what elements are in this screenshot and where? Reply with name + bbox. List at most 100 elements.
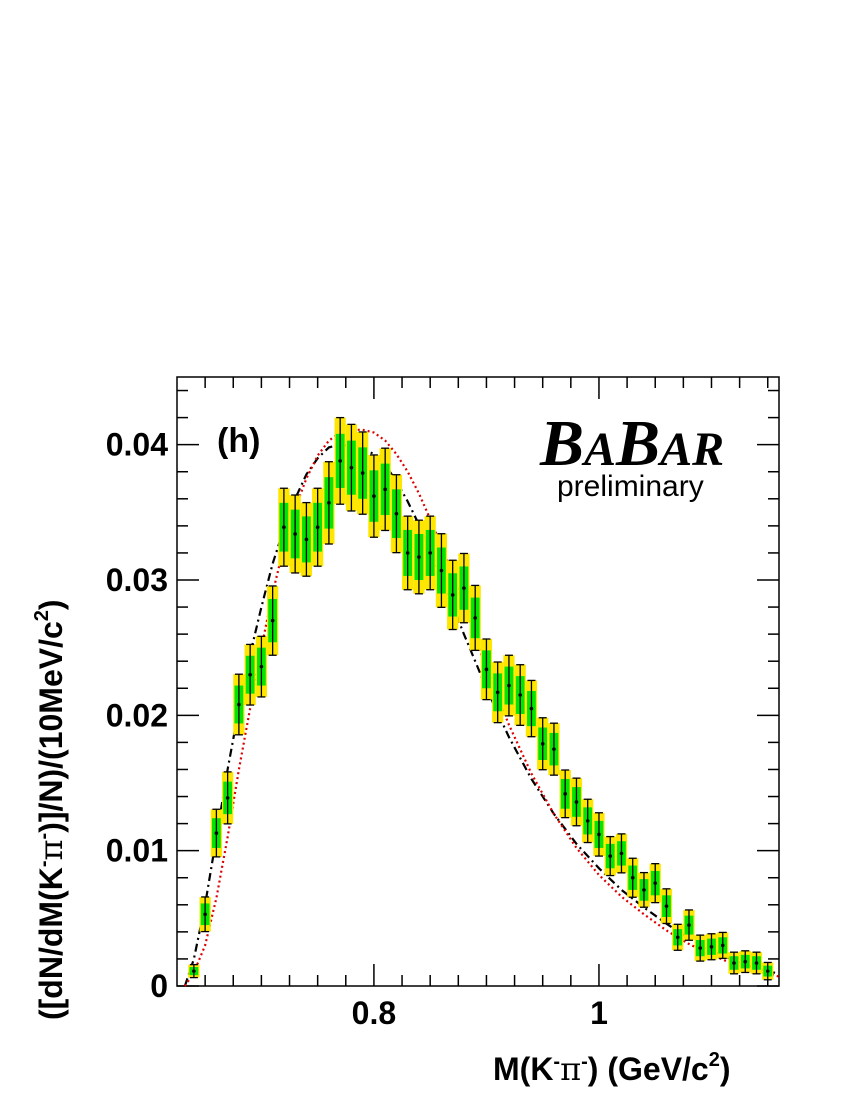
data-point bbox=[402, 515, 414, 591]
data-point bbox=[267, 585, 279, 656]
data-marker bbox=[642, 888, 646, 892]
data-marker bbox=[203, 912, 207, 917]
plot-frame bbox=[176, 376, 780, 987]
data-marker bbox=[563, 792, 568, 796]
y-tick-label: 0.02 bbox=[106, 697, 168, 733]
data-marker bbox=[237, 702, 241, 707]
data-point bbox=[210, 808, 223, 858]
x-axis-title: M(K-π-) (GeV/c2) bbox=[493, 1049, 731, 1088]
data-point bbox=[705, 933, 718, 961]
data-point bbox=[627, 857, 639, 898]
data-marker bbox=[315, 525, 320, 530]
data-marker bbox=[732, 961, 736, 965]
data-point bbox=[312, 487, 324, 567]
babar-logo: BABAR preliminary bbox=[539, 407, 724, 503]
data-point bbox=[694, 934, 706, 962]
data-marker bbox=[439, 568, 444, 573]
y-tick-label: 0.04 bbox=[106, 427, 168, 463]
data-point bbox=[672, 923, 684, 951]
data-point bbox=[435, 533, 448, 608]
data-marker bbox=[507, 683, 511, 688]
model-curve-dashdot bbox=[183, 443, 780, 987]
data-point bbox=[548, 722, 560, 776]
data-point bbox=[537, 717, 549, 771]
data-marker bbox=[417, 555, 421, 559]
data-point bbox=[244, 643, 256, 706]
data-point bbox=[469, 584, 481, 652]
data-marker bbox=[248, 672, 252, 677]
data-marker bbox=[743, 959, 748, 964]
data-marker bbox=[585, 819, 590, 823]
data-point bbox=[660, 888, 673, 925]
data-point bbox=[379, 447, 391, 532]
data-point bbox=[728, 951, 740, 975]
data-point bbox=[334, 416, 346, 505]
data-marker bbox=[304, 537, 309, 542]
data-point bbox=[188, 963, 200, 979]
y-tick-label: 0.01 bbox=[106, 833, 168, 869]
data-marker bbox=[518, 693, 522, 697]
data-point bbox=[368, 454, 380, 538]
data-marker bbox=[552, 747, 556, 751]
x-tick-label: 0.8 bbox=[352, 995, 396, 1031]
data-marker bbox=[383, 487, 387, 492]
data-marker bbox=[214, 831, 219, 835]
data-point bbox=[683, 909, 695, 941]
data-point bbox=[559, 769, 571, 819]
data-marker bbox=[473, 616, 477, 620]
data-marker bbox=[540, 741, 545, 746]
data-marker bbox=[675, 935, 680, 940]
data-marker bbox=[293, 532, 297, 536]
y-tick-label: 0.03 bbox=[106, 562, 168, 598]
data-point bbox=[458, 552, 470, 624]
data-marker bbox=[574, 800, 579, 804]
tick-labels: 0.8 1 0 0.01 0.02 0.03 0.04 bbox=[106, 427, 608, 1031]
data-point bbox=[323, 461, 335, 545]
data-point bbox=[739, 950, 751, 974]
data-point bbox=[390, 474, 403, 554]
x-tick-label: 1 bbox=[590, 995, 608, 1031]
data-marker bbox=[327, 501, 331, 505]
data-point bbox=[199, 896, 211, 933]
data-marker bbox=[687, 923, 691, 927]
data-marker bbox=[720, 943, 725, 948]
data-marker bbox=[405, 551, 410, 555]
data-marker bbox=[225, 796, 230, 800]
data-point bbox=[762, 961, 774, 981]
data-point bbox=[525, 679, 538, 738]
data-marker bbox=[282, 525, 286, 530]
preliminary-label: preliminary bbox=[557, 470, 704, 503]
data-marker bbox=[270, 618, 275, 623]
data-point bbox=[503, 654, 515, 717]
data-points bbox=[188, 416, 774, 981]
data-point bbox=[717, 931, 729, 960]
data-point bbox=[357, 431, 369, 515]
data-point bbox=[514, 664, 526, 726]
data-marker bbox=[192, 969, 196, 973]
data-point bbox=[278, 487, 290, 567]
data-point bbox=[413, 519, 425, 595]
y-axis-title: ([dN/dM(K-π-)]/N)/(10MeV/c2) bbox=[31, 599, 70, 1020]
data-marker bbox=[484, 667, 489, 672]
svg-text:BABAR: BABAR bbox=[539, 407, 724, 480]
y-tick-label: 0 bbox=[150, 968, 168, 1004]
data-marker bbox=[394, 511, 399, 516]
panel-label: (h) bbox=[217, 422, 260, 460]
data-marker bbox=[619, 851, 624, 856]
data-point bbox=[480, 638, 493, 701]
data-marker bbox=[450, 593, 455, 597]
data-marker bbox=[630, 875, 635, 880]
data-point bbox=[345, 423, 358, 512]
data-marker bbox=[495, 690, 500, 695]
data-point bbox=[638, 871, 650, 908]
data-point bbox=[447, 559, 459, 631]
data-point bbox=[222, 771, 234, 825]
data-point bbox=[649, 863, 661, 904]
data-marker bbox=[428, 551, 432, 555]
data-marker bbox=[754, 961, 759, 965]
data-marker bbox=[360, 471, 365, 475]
axis-ticks bbox=[177, 377, 779, 987]
data-marker bbox=[349, 465, 354, 470]
data-marker bbox=[765, 969, 770, 973]
